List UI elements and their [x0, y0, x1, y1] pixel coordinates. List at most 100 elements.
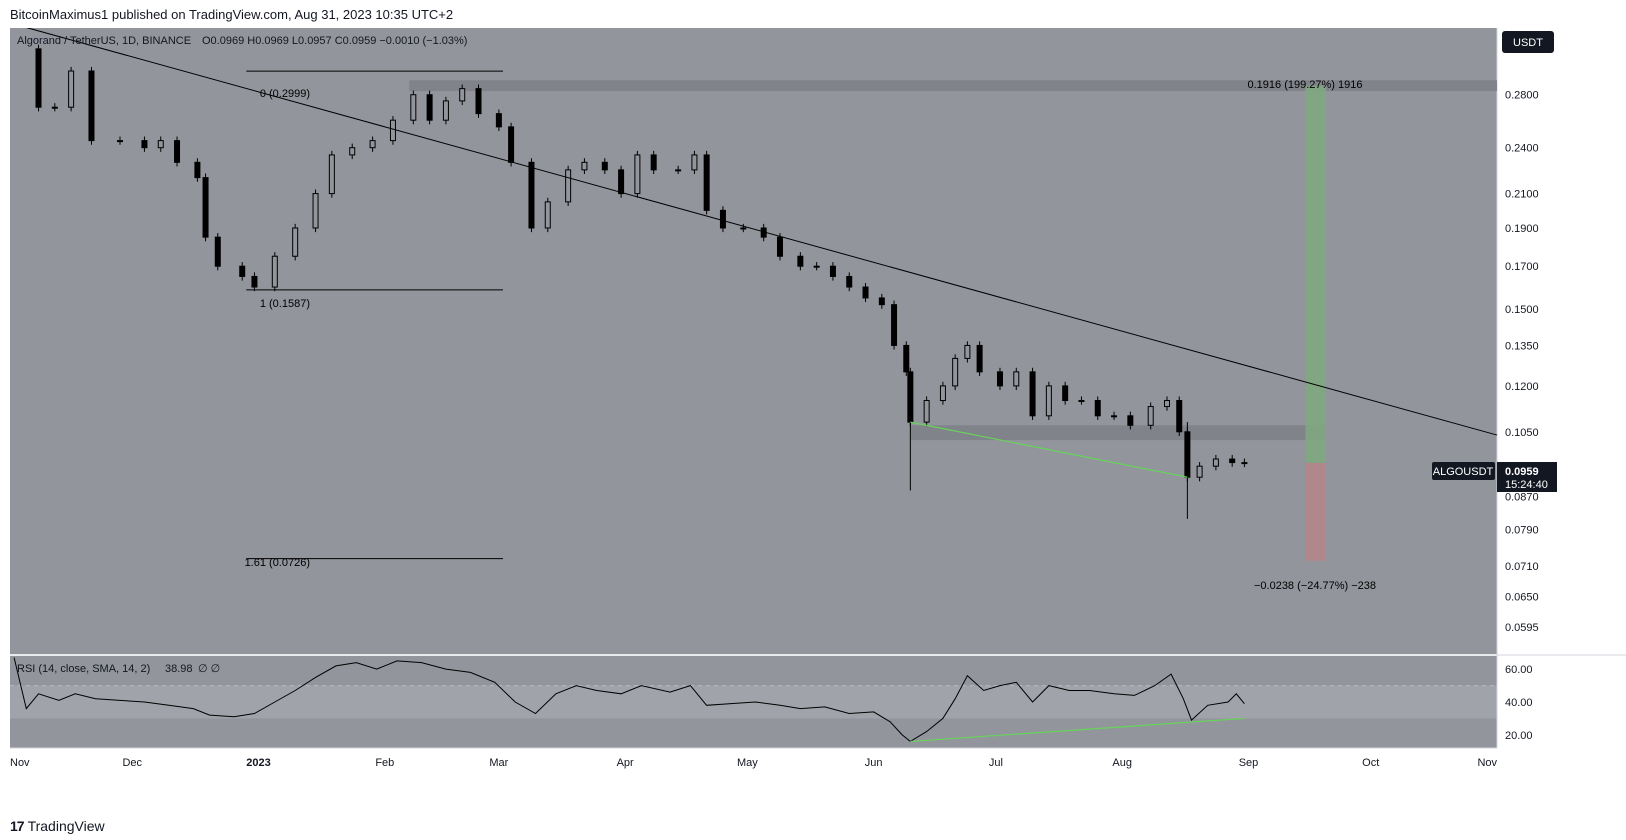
publisher-attribution: BitcoinMaximus1 published on TradingView… — [10, 7, 454, 22]
candle-down — [495, 113, 502, 128]
price-tick: 0.1350 — [1505, 340, 1539, 352]
candle-up — [312, 193, 319, 229]
currency-badge-bg[interactable] — [1502, 31, 1554, 53]
target-measure-label: 0.1916 (199.27%) 1916 — [1248, 79, 1363, 91]
candle-down — [202, 177, 209, 238]
price-tick: 0.1200 — [1505, 381, 1539, 393]
fibonacci-layer — [246, 70, 503, 560]
sr-zone-1[interactable] — [910, 425, 1326, 441]
candle-up — [271, 255, 278, 288]
price-tick: 0.2400 — [1505, 143, 1539, 155]
candle-down — [776, 236, 783, 257]
candle-down — [1029, 371, 1036, 417]
price-tick: 0.1700 — [1505, 261, 1539, 273]
candles-layer — [35, 44, 1248, 519]
fib-label-161: 1.61 (0.0726) — [245, 557, 310, 569]
stop-measure-label: −0.0238 (−24.77%) −238 — [1254, 580, 1376, 592]
candle-down — [907, 371, 914, 423]
symbol-legend[interactable]: Algorand / TetherUS, 1D, BINANCE — [17, 35, 191, 47]
trendlines-layer — [9, 22, 1498, 478]
candle-up — [1196, 465, 1203, 478]
stop-zone[interactable] — [1305, 462, 1326, 561]
candle-up — [691, 154, 698, 171]
price-tick: 0.0710 — [1505, 561, 1539, 573]
time-tick: Nov — [10, 757, 30, 769]
candle-down — [650, 154, 657, 171]
rsi-tick: 60.00 — [1505, 664, 1533, 676]
candle-down — [797, 255, 804, 267]
time-tick: Aug — [1112, 757, 1132, 769]
header-bar: BitcoinMaximus1 published on TradingView… — [0, 0, 1626, 28]
candle-down — [1241, 462, 1248, 465]
time-tick: Mar — [489, 757, 508, 769]
price-tick: 0.0650 — [1505, 592, 1539, 604]
last-price-bg — [1497, 462, 1557, 492]
fib-label-0: 0 (0.2999) — [260, 88, 310, 100]
candle-up — [328, 154, 335, 195]
ohlc-legend: O0.0969 H0.0969 L0.0957 C0.0959 −0.0010 … — [202, 35, 467, 47]
candle-up — [116, 140, 123, 143]
candle-up — [923, 400, 930, 423]
rsi-tick: 20.00 — [1505, 730, 1533, 742]
price-axis-background — [1497, 28, 1626, 748]
price-tick: 0.0790 — [1505, 525, 1539, 537]
candle-up — [1045, 385, 1052, 417]
candle-up — [1147, 406, 1154, 426]
candle-down — [35, 48, 42, 108]
candle-down — [508, 126, 515, 163]
candle-up — [292, 227, 299, 257]
rsi-extra: ∅ ∅ — [198, 663, 220, 675]
candle-up — [410, 94, 417, 121]
time-tick: May — [737, 757, 758, 769]
candle-up — [939, 385, 946, 402]
time-axis-background — [10, 748, 1497, 776]
price-pane-background — [10, 28, 1497, 654]
rsi-axis-ticks: 60.00 40.00 20.00 — [1505, 664, 1533, 742]
candle-down — [88, 70, 95, 142]
candle-down — [426, 94, 433, 121]
candle-up — [349, 147, 356, 156]
currency-badge[interactable]: USDT — [1513, 37, 1543, 49]
target-zone[interactable] — [1305, 85, 1326, 463]
time-tick: 2023 — [246, 757, 270, 769]
candle-down — [1229, 458, 1236, 464]
candle-up — [1013, 371, 1020, 387]
candle-up — [1164, 400, 1171, 408]
footer-bar: 17 TradingView — [0, 812, 1626, 840]
rsi-value: 38.98 — [165, 663, 193, 675]
time-tick: Oct — [1362, 757, 1379, 769]
price-tick: 0.0870 — [1505, 491, 1539, 503]
descending-resistance-line[interactable] — [9, 22, 1498, 436]
candle-down — [141, 140, 148, 149]
candle-up — [565, 169, 572, 203]
candle-down — [601, 161, 608, 171]
time-tick: Nov — [1477, 757, 1497, 769]
price-tick: 0.2100 — [1505, 189, 1539, 201]
price-tick: 0.1900 — [1505, 223, 1539, 235]
candle-down — [703, 154, 710, 211]
candle-up — [675, 169, 682, 172]
candle-up — [369, 140, 376, 149]
tradingview-logo-text: TradingView — [27, 818, 105, 834]
candle-down — [214, 236, 221, 267]
sr-zone-0[interactable] — [409, 80, 1498, 92]
rsi-layer — [13, 657, 1245, 743]
rsi-divergence-line[interactable] — [910, 717, 1245, 743]
time-tick: Dec — [122, 757, 142, 769]
rsi-line — [13, 657, 1245, 743]
tradingview-logo[interactable]: 17 TradingView — [10, 818, 105, 834]
candle-down — [996, 371, 1003, 387]
candle-down — [1062, 385, 1069, 402]
time-tick: Sep — [1239, 757, 1259, 769]
rsi-legend[interactable]: RSI (14, close, SMA, 14, 2) — [17, 663, 150, 675]
candle-up — [1078, 400, 1085, 403]
candle-down — [239, 265, 246, 277]
price-tick: 0.1050 — [1505, 427, 1539, 439]
time-tick: Jul — [989, 757, 1003, 769]
time-tick: Apr — [617, 757, 634, 769]
price-divergence-line[interactable] — [910, 421, 1188, 478]
zones-layer — [409, 80, 1498, 561]
symbol-label: ALGOUSDT — [1433, 466, 1494, 478]
candle-down — [878, 297, 885, 306]
last-price: 0.0959 — [1505, 466, 1539, 478]
